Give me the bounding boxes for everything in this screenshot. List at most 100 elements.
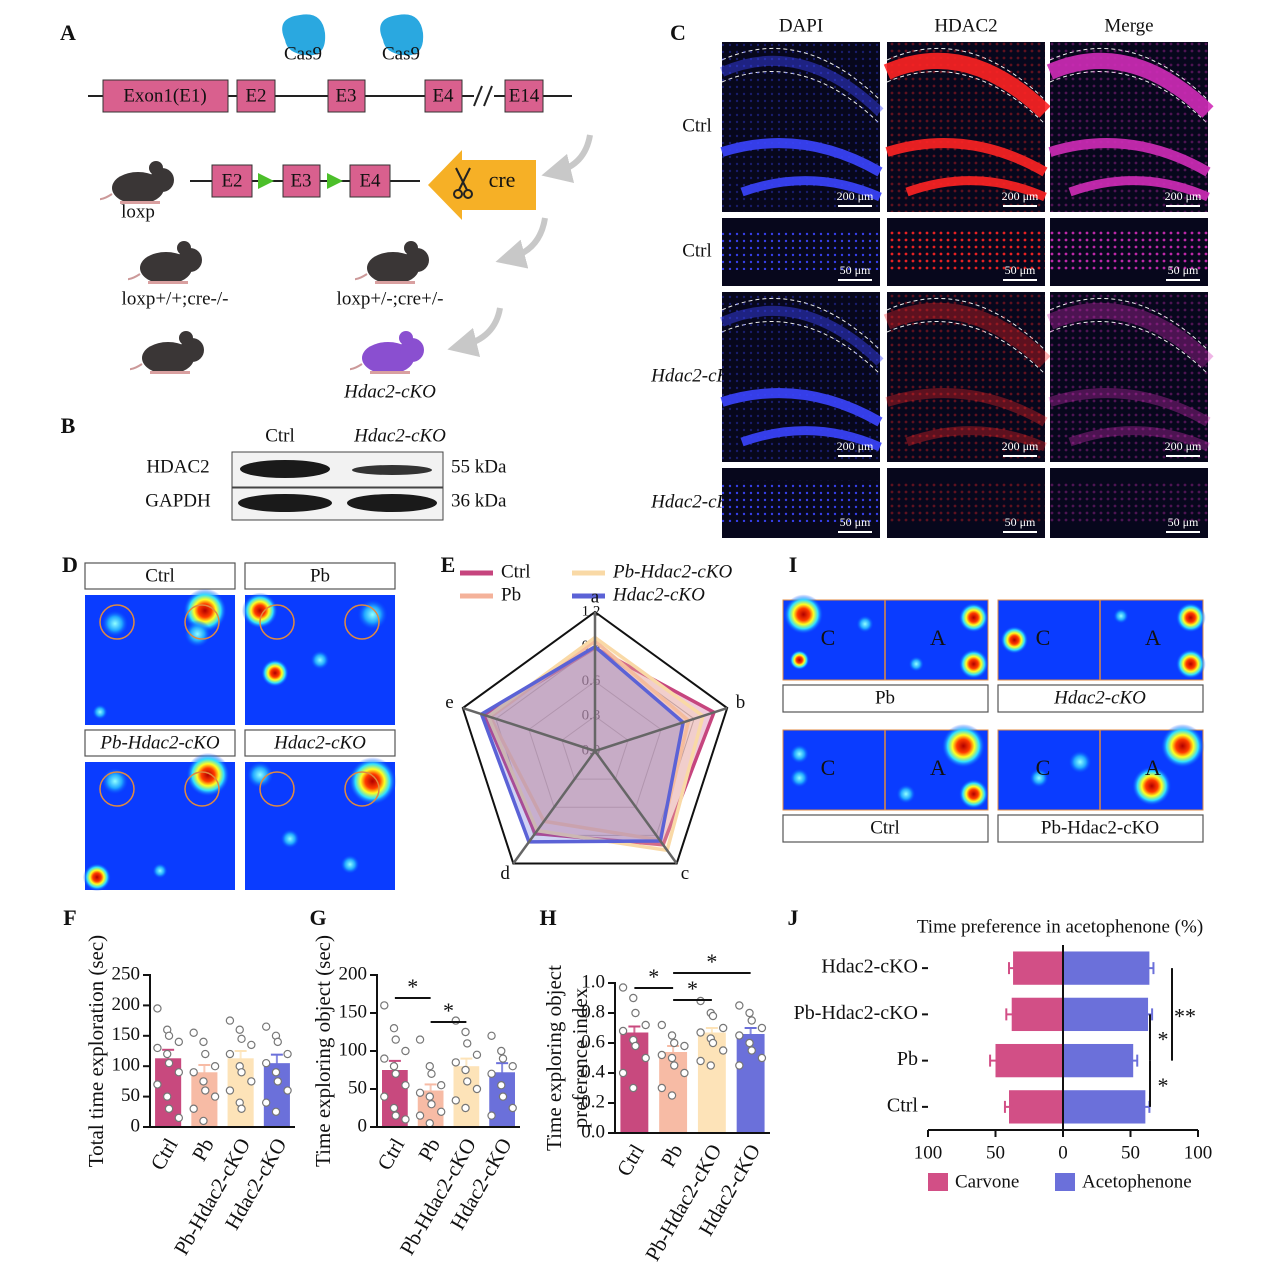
cell-texture xyxy=(1050,292,1208,462)
heat-spot xyxy=(1029,768,1049,788)
data-point xyxy=(261,1058,271,1068)
data-point xyxy=(401,1115,410,1124)
y-axis-title: preference index xyxy=(568,987,592,1128)
loxp-site xyxy=(327,173,343,189)
data-point xyxy=(708,1038,718,1048)
scale-bar-label: 50 μm xyxy=(1005,263,1036,277)
data-point xyxy=(747,1046,756,1055)
data-point xyxy=(237,1068,246,1077)
data-point xyxy=(164,1058,174,1068)
group-box xyxy=(244,729,396,757)
axis-label: c xyxy=(681,863,689,884)
heat-spot xyxy=(1175,649,1206,679)
mouse-icon xyxy=(100,160,175,205)
scale-bar-label: 200 μm xyxy=(1002,189,1039,203)
data-point xyxy=(657,1020,667,1030)
data-point xyxy=(189,1104,198,1113)
data-point xyxy=(174,1113,184,1123)
data-point xyxy=(225,1086,235,1095)
data-point xyxy=(667,1031,677,1040)
cas9-shape xyxy=(380,14,424,56)
x-tick-label: 0 xyxy=(1058,1142,1068,1163)
heat-spot xyxy=(958,779,989,809)
grid-ring xyxy=(495,646,695,836)
data-point xyxy=(401,1046,410,1056)
data-point xyxy=(163,1049,172,1059)
zone-label: C xyxy=(821,755,836,780)
y-tick-label: 0.2 xyxy=(581,1091,605,1112)
data-point xyxy=(415,1035,425,1044)
data-point xyxy=(437,1107,446,1117)
group-label: Pb xyxy=(875,687,895,708)
significance-label: * xyxy=(407,974,418,999)
heat-spot xyxy=(958,649,989,679)
cell-texture xyxy=(887,480,1045,522)
data-point xyxy=(391,1069,400,1079)
data-point xyxy=(696,1028,705,1037)
group-label: Ctrl xyxy=(870,817,900,838)
scale-bar-label: 200 μm xyxy=(837,439,874,453)
data-point xyxy=(153,1004,162,1013)
y-tick-label: Hdac2-cKO xyxy=(821,956,918,978)
data-point xyxy=(174,1037,184,1047)
heat-spot xyxy=(1175,602,1206,633)
exon xyxy=(424,79,463,113)
y-tick-label: Pb xyxy=(897,1048,918,1070)
cell-texture xyxy=(722,42,880,212)
data-point xyxy=(425,1118,434,1128)
loxp-label: loxp xyxy=(121,201,155,222)
exon-label: E2 xyxy=(245,85,266,106)
panel-label: C xyxy=(670,20,686,45)
panel-label: G xyxy=(309,905,326,930)
axis-label: a xyxy=(591,586,600,607)
heat-spot xyxy=(83,863,111,892)
x-tick-label: 100 xyxy=(1184,1142,1213,1163)
data-point xyxy=(271,1068,281,1077)
flow-arrow xyxy=(447,307,503,358)
heat-spot xyxy=(280,828,300,849)
mouse-icon xyxy=(350,330,425,375)
exon xyxy=(504,79,544,113)
legend-label: Ctrl xyxy=(501,561,531,582)
x-tick-label: Pb xyxy=(656,1140,688,1171)
chart-title: Time preference in acetophenone (%) xyxy=(917,916,1203,937)
data-point xyxy=(708,1011,718,1021)
data-point xyxy=(757,1023,767,1033)
western-blot: Ctrl Hdac2-cKO HDAC2 GAPDH 55 kDa 36 kDa xyxy=(145,425,507,521)
panel-label: B xyxy=(61,413,76,438)
y-tick-label: Pb-Hdac2-cKO xyxy=(794,1002,918,1024)
data-point xyxy=(437,1080,446,1090)
data-point xyxy=(283,1086,292,1095)
y-tick-label: 0 xyxy=(131,1115,141,1136)
object-zone xyxy=(99,771,135,807)
bar xyxy=(1009,1090,1063,1124)
grid-ring xyxy=(561,715,629,780)
bar xyxy=(1063,1043,1134,1078)
data-point xyxy=(670,1038,679,1048)
data-point xyxy=(247,1077,256,1086)
loxp-site xyxy=(258,173,274,189)
data-point xyxy=(261,1022,271,1031)
object-zone xyxy=(344,604,380,640)
data-point xyxy=(380,1054,389,1063)
data-point xyxy=(391,1035,400,1044)
data-point xyxy=(757,1053,767,1063)
cas9-shape xyxy=(282,14,326,56)
heat-spot xyxy=(356,598,389,631)
data-point xyxy=(718,1023,728,1033)
object-zone xyxy=(184,771,220,807)
y-axis-title: Time exploring object xyxy=(542,965,566,1151)
x-tick-label: Ctrl xyxy=(146,1134,183,1174)
data-point xyxy=(283,1049,292,1059)
data-point xyxy=(497,1080,506,1090)
heat-spot xyxy=(789,744,810,764)
x-tick-label: Ctrl xyxy=(612,1140,649,1180)
data-point xyxy=(174,1068,184,1077)
heat-spot xyxy=(1113,608,1129,624)
cre-label: cre xyxy=(489,167,516,192)
legend-swatch xyxy=(928,1173,948,1191)
heat-spot xyxy=(1068,750,1092,774)
significance-label: * xyxy=(1158,1027,1169,1052)
data-point xyxy=(461,1103,470,1113)
blot-group: Ctrl xyxy=(265,425,295,446)
